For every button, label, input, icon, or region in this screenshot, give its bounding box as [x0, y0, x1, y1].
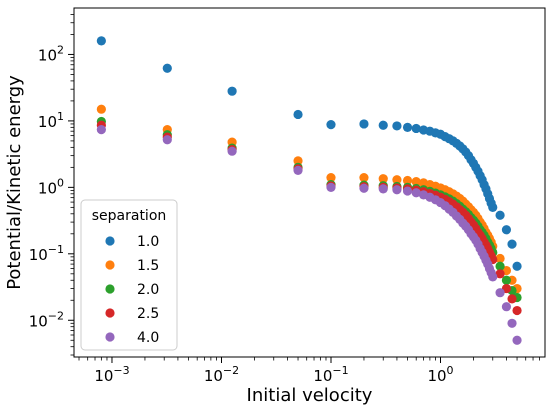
- data-point: [162, 135, 172, 145]
- legend-title: separation: [92, 208, 167, 224]
- data-point: [359, 119, 369, 129]
- data-point: [326, 119, 336, 130]
- data-point: [488, 272, 498, 282]
- legend-label: 1.0: [137, 234, 159, 250]
- data-point: [227, 146, 237, 156]
- data-point: [378, 174, 388, 184]
- legend-marker: [105, 284, 115, 294]
- data-point: [402, 175, 413, 186]
- data-point: [501, 302, 512, 312]
- data-point: [495, 253, 505, 264]
- data-point: [507, 239, 517, 249]
- legend-marker: [105, 308, 115, 318]
- data-point: [326, 182, 336, 192]
- plot-frame: [73, 7, 546, 358]
- series-1-0: [96, 36, 522, 271]
- data-point: [411, 188, 421, 198]
- data-point: [495, 288, 505, 298]
- data-point: [359, 183, 369, 193]
- data-point: [392, 175, 402, 185]
- series-4-0: [96, 124, 522, 345]
- x-tick-label: 10−3: [94, 364, 129, 385]
- data-point: [411, 123, 421, 134]
- data-point: [359, 173, 369, 183]
- legend-label: 4.0: [137, 330, 159, 346]
- data-point: [293, 156, 303, 166]
- data-point: [326, 173, 336, 183]
- x-tick-label: 10−2: [204, 364, 239, 385]
- y-axis-label: Potential/Kinetic energy: [4, 75, 25, 290]
- data-point: [227, 86, 237, 96]
- data-point: [501, 225, 512, 235]
- data-point: [402, 186, 413, 196]
- data-point: [512, 261, 522, 271]
- x-tick-label: 10−1: [313, 364, 348, 385]
- x-axis-label: Initial velocity: [247, 385, 373, 406]
- legend-label: 2.5: [137, 306, 159, 322]
- data-point: [488, 202, 498, 212]
- data-point: [96, 124, 106, 135]
- data-point: [495, 261, 505, 271]
- legend-marker: [105, 260, 115, 270]
- data-point: [512, 335, 522, 345]
- data-point: [293, 165, 303, 175]
- data-point: [512, 305, 522, 316]
- data-point: [392, 185, 402, 195]
- legend-label: 2.0: [137, 282, 159, 298]
- data-point: [507, 294, 517, 304]
- data-point: [378, 184, 388, 194]
- data-point: [378, 120, 388, 130]
- data-point: [507, 318, 517, 328]
- y-tick-label: 102: [38, 43, 64, 64]
- y-tick-label: 101: [38, 110, 64, 131]
- legend-label: 1.5: [137, 258, 159, 274]
- minor-ticks: [70, 14, 540, 361]
- data-point: [96, 104, 106, 114]
- data-point: [293, 109, 303, 120]
- y-tick-label: 10−2: [29, 309, 64, 330]
- legend: separation 1.0 1.5 2.0 2.5 4.0: [80, 199, 178, 351]
- data-point: [402, 122, 413, 132]
- data-point: [495, 210, 505, 220]
- y-tick-label: 10−1: [29, 243, 64, 264]
- legend-marker: [105, 332, 115, 342]
- x-tick-label: 100: [427, 364, 453, 385]
- data-point: [501, 275, 512, 285]
- y-tick-label: 100: [38, 176, 64, 197]
- legend-marker: [105, 236, 115, 246]
- data-point: [495, 269, 505, 279]
- legend-box: [80, 199, 178, 351]
- data-point: [411, 177, 421, 187]
- data-point: [96, 36, 106, 46]
- data-point: [392, 121, 402, 131]
- data-point: [162, 63, 172, 73]
